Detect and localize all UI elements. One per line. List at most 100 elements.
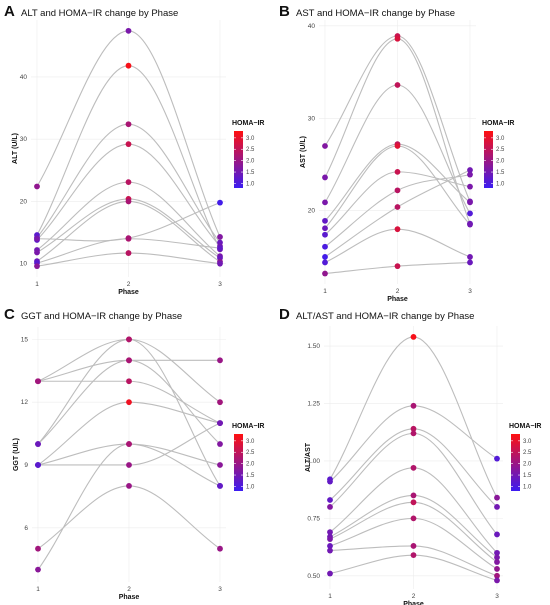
data-point — [322, 225, 328, 232]
legend-colorbar — [234, 434, 243, 491]
data-point — [467, 221, 473, 228]
data-point — [322, 143, 328, 149]
y-axis-label: ALT (U/L) — [12, 133, 19, 164]
legend-tick-label: 1.0 — [523, 484, 532, 490]
data-point — [410, 430, 417, 437]
data-point — [394, 226, 401, 233]
y-tick-label: 20 — [20, 198, 28, 205]
data-point — [327, 497, 333, 503]
data-point — [35, 378, 41, 385]
x-tick-label: 1 — [328, 593, 332, 600]
y-tick-label: 40 — [308, 23, 316, 30]
data-point — [34, 263, 40, 270]
chart-title: ALT/AST and HOMA−IR change by Phase — [296, 311, 474, 322]
data-point — [467, 199, 473, 206]
data-point — [125, 198, 132, 205]
x-tick-label: 1 — [323, 288, 327, 295]
data-point — [126, 378, 132, 385]
data-point — [494, 572, 500, 579]
data-point — [126, 462, 132, 468]
x-tick-label: 1 — [35, 281, 39, 288]
data-point — [322, 243, 328, 250]
data-point — [394, 143, 401, 149]
data-point — [394, 187, 401, 194]
legend-tick-label: 1.0 — [246, 181, 255, 187]
data-point — [322, 270, 328, 277]
data-point — [217, 199, 223, 206]
data-point — [327, 503, 333, 510]
y-tick-label: 30 — [20, 136, 28, 143]
y-axis-label: ALT/AST — [305, 442, 312, 472]
legend-tick-label: 2.5 — [246, 450, 255, 456]
data-point — [410, 333, 417, 340]
legend-colorbar — [234, 131, 243, 188]
data-point — [34, 183, 40, 190]
x-axis-label: Phase — [119, 594, 140, 601]
data-point — [322, 259, 328, 266]
data-point — [126, 441, 132, 447]
legend-title: HOMA−IR — [232, 423, 264, 430]
y-tick-label: 1.25 — [307, 401, 320, 408]
data-point — [410, 515, 417, 522]
y-tick-label: 10 — [20, 261, 28, 268]
data-point — [327, 529, 333, 536]
x-tick-label: 3 — [468, 288, 472, 295]
panel-a-chart: A ALT and HOMA−IR change by Phase 10 20 30 40… — [4, 3, 264, 296]
y-tick-label: 30 — [308, 115, 316, 122]
legend-title: HOMA−IR — [482, 120, 514, 127]
data-point — [410, 492, 417, 499]
x-tick-label: 3 — [218, 586, 222, 593]
data-point — [35, 441, 41, 447]
data-point — [394, 204, 401, 210]
data-point — [35, 566, 41, 573]
data-point — [322, 174, 328, 181]
legend-tick-label: 1.0 — [246, 484, 255, 490]
data-point — [327, 547, 333, 554]
data-point — [494, 494, 500, 501]
data-point — [494, 549, 500, 556]
legend-title: HOMA−IR — [509, 423, 541, 430]
data-point — [327, 543, 333, 549]
y-tick-label: 1.50 — [307, 343, 320, 350]
data-point — [217, 545, 223, 552]
panel-letter-c: C — [4, 306, 15, 323]
data-point — [34, 235, 40, 242]
data-point — [327, 536, 333, 542]
y-tick-label: 9 — [24, 462, 28, 469]
data-point — [494, 566, 500, 572]
data-point — [410, 552, 417, 559]
x-tick-label: 3 — [495, 593, 499, 600]
data-point — [467, 210, 473, 217]
legend-tick-label: 3.0 — [246, 439, 255, 445]
data-point — [494, 559, 500, 565]
legend-tick-label: 2.0 — [246, 159, 255, 165]
legend-tick-label: 2.0 — [523, 462, 532, 468]
data-point — [217, 482, 223, 489]
legend-tick-label: 3.0 — [523, 439, 532, 445]
data-point — [126, 336, 132, 343]
x-tick-label: 3 — [218, 281, 222, 288]
data-point — [322, 199, 328, 206]
data-point — [327, 478, 333, 485]
panel-b-chart: B AST and HOMA−IR change by Phase 20 30 40 1 2… — [279, 3, 514, 303]
data-point — [410, 543, 417, 549]
legend-tick-label: 1.5 — [246, 170, 255, 176]
data-point — [125, 121, 132, 128]
legend-tick-label: 3.0 — [496, 136, 505, 142]
y-tick-label: 6 — [24, 525, 28, 532]
data-point — [410, 464, 417, 471]
data-point — [467, 253, 473, 260]
data-point — [126, 399, 132, 406]
panel-letter-d: D — [279, 306, 290, 323]
legend-tick-label: 2.5 — [246, 147, 255, 153]
legend-tick-label: 1.5 — [246, 473, 255, 479]
data-point — [327, 570, 333, 577]
legend-tick-label: 2.0 — [496, 159, 505, 165]
data-point — [467, 171, 473, 178]
y-tick-label: 1.00 — [307, 458, 320, 465]
data-point — [217, 233, 223, 240]
data-point — [34, 249, 40, 256]
data-point — [126, 482, 132, 489]
data-point — [125, 27, 132, 34]
